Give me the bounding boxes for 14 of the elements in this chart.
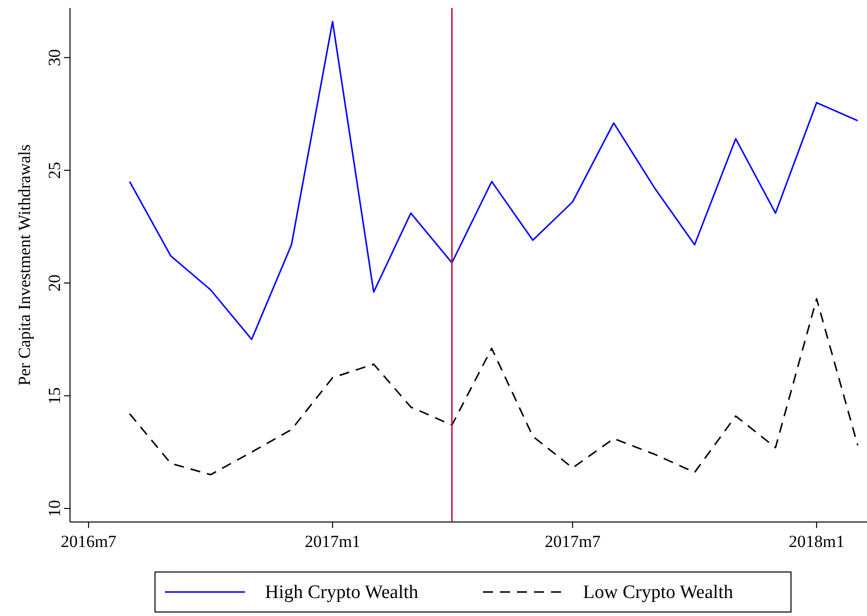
y-tick-label: 20 (45, 274, 64, 292)
x-tick-label: 2016m7 (60, 532, 117, 551)
x-tick-label: 2017m7 (544, 532, 601, 551)
legend-label: Low Crypto Wealth (583, 582, 734, 603)
y-axis-title: Per Capita Investment Withdrawals (15, 144, 34, 386)
x-tick-label: 2017m1 (304, 532, 360, 551)
y-tick-label: 10 (45, 500, 64, 517)
legend-label: High Crypto Wealth (265, 582, 419, 603)
line-series (128, 298, 858, 476)
line-series (128, 20, 858, 340)
y-tick-label: 15 (45, 387, 64, 404)
y-tick-label: 25 (45, 162, 64, 179)
y-tick-label: 30 (45, 49, 64, 66)
x-tick-label: 2018m1 (788, 532, 844, 551)
